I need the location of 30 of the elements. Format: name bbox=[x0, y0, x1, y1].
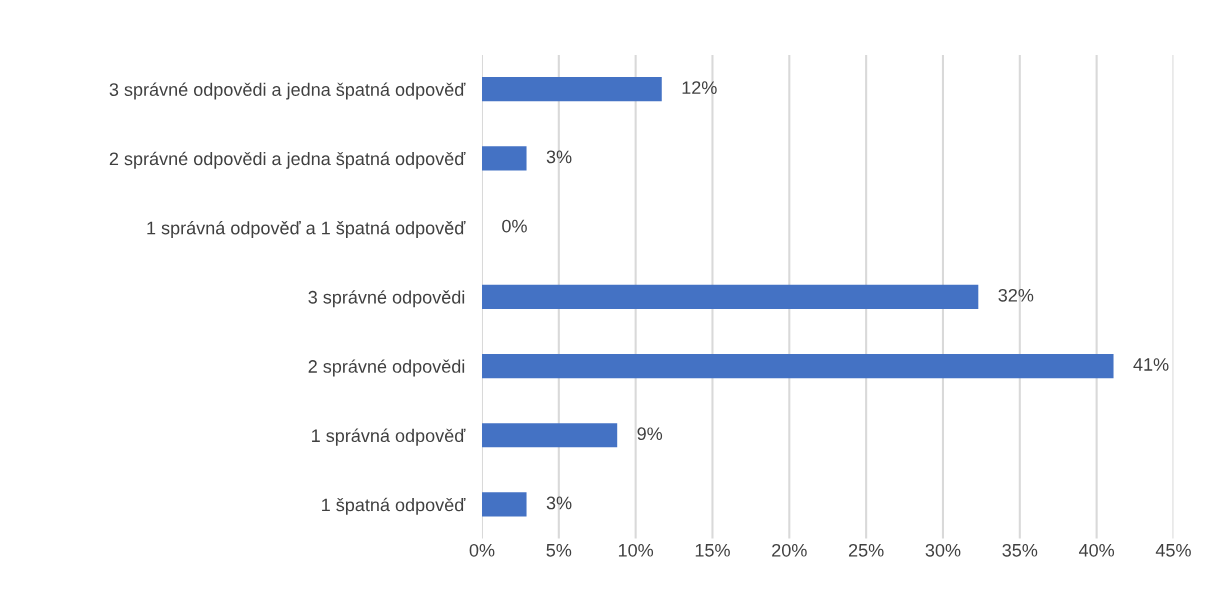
y-tick-label: 3 správné odpovědi a jedna špatná odpověď bbox=[109, 82, 466, 100]
y-tick-label: 3 správné odpovědi bbox=[308, 290, 465, 308]
bar bbox=[481, 423, 618, 448]
y-tick-label: 1 špatná odpověď bbox=[322, 497, 466, 515]
x-tick-label: 0% bbox=[469, 543, 495, 557]
x-tick-label: 35% bbox=[1002, 543, 1038, 557]
y-tick-label: 1 správná odpověď a 1 špatná odpověď bbox=[147, 220, 466, 238]
y-tick-label: 2 správné odpovědi a jedna špatná odpověď bbox=[109, 151, 466, 169]
bar bbox=[481, 146, 527, 171]
y-tick-label: 2 správné odpovědi bbox=[308, 359, 465, 377]
bar bbox=[481, 77, 662, 102]
x-tick-label: 25% bbox=[848, 543, 884, 557]
data-label: 9% bbox=[637, 427, 663, 441]
bar bbox=[481, 353, 1114, 379]
data-label: 12% bbox=[682, 81, 717, 94]
x-tick-label: 20% bbox=[772, 543, 807, 557]
x-tick-label: 10% bbox=[618, 543, 654, 557]
y-tick-label: 1 správná odpověď bbox=[312, 428, 466, 446]
bar bbox=[481, 284, 979, 309]
data-label: 41% bbox=[1133, 358, 1169, 371]
data-label: 3% bbox=[546, 496, 572, 510]
data-label: 32% bbox=[998, 288, 1034, 302]
x-tick-label: 15% bbox=[695, 543, 730, 557]
x-tick-label: 45% bbox=[1155, 543, 1191, 557]
x-tick-label: 30% bbox=[925, 543, 961, 557]
x-tick-label: 40% bbox=[1078, 543, 1115, 557]
x-tick-label: 5% bbox=[546, 543, 572, 557]
data-label: 0% bbox=[502, 219, 527, 233]
bar bbox=[481, 492, 527, 517]
data-label: 3% bbox=[546, 150, 572, 164]
